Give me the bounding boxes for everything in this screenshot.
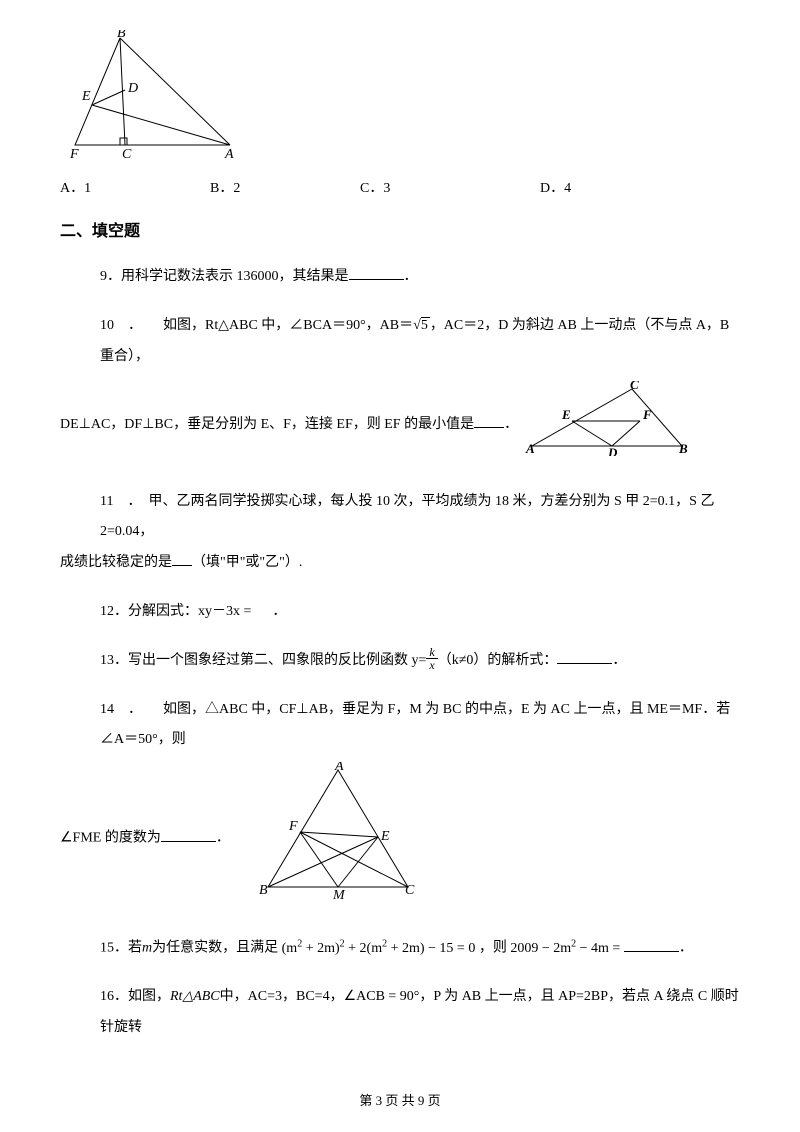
q16-angle: ∠ACB = 90° xyxy=(344,989,420,1004)
choice-b: B．2 xyxy=(210,178,360,200)
q11-blank xyxy=(172,552,192,566)
q13-blank xyxy=(557,650,612,664)
figure-q10: A B C D E F xyxy=(522,381,692,469)
q9-before: ．用科学记数法表示 136000，其结果是 xyxy=(107,269,349,284)
svg-text:M: M xyxy=(332,888,346,902)
footer-after: 页 xyxy=(424,1093,440,1108)
q13-frac: kx xyxy=(426,646,437,671)
question-13: 13．写出一个图象经过第二、四象限的反比例函数 y=kx（k≠0）的解析式： ． xyxy=(100,646,740,677)
svg-text:C: C xyxy=(405,883,415,898)
question-9: 9．用科学记数法表示 136000，其结果是 ． xyxy=(100,262,740,293)
q16-before: ．如图， xyxy=(114,989,170,1004)
q15-num: 15 xyxy=(100,941,114,956)
q15-blank xyxy=(624,938,679,952)
q15-mid1: 为任意实数，且满足 xyxy=(152,941,278,956)
figure-q14: A B C E F M xyxy=(253,762,423,915)
section-heading-fill-blank: 二、填空题 xyxy=(60,219,740,245)
q10-sqrt: 5 xyxy=(413,311,430,342)
q14-blank xyxy=(161,828,216,842)
svg-text:D: D xyxy=(607,445,618,456)
q9-num: 9 xyxy=(100,269,107,284)
q10-blank xyxy=(474,414,504,428)
choice-a: A．1 xyxy=(60,178,210,200)
q13-after: ． xyxy=(612,653,626,668)
question-14: 14 ． 如图，△ABC 中，CF⊥AB，垂足为 F，M 为 BC 的中点，E … xyxy=(100,695,740,915)
q11-num: 11 xyxy=(100,494,113,509)
q11-line2-after: （填"甲"或"乙"）. xyxy=(192,555,302,570)
q15-before: ．若 xyxy=(114,941,142,956)
label-F: F xyxy=(70,147,79,160)
choice-c: C．3 xyxy=(360,178,540,200)
q12-num: 12 xyxy=(100,604,114,619)
svg-text:E: E xyxy=(561,407,571,422)
q14-line1: ． 如图，△ABC 中，CF⊥AB，垂足为 F，M 为 BC 的中点，E 为 A… xyxy=(100,702,730,748)
q15-mid2: ，则 xyxy=(479,941,507,956)
q13-mid: （k≠0）的解析式： xyxy=(438,653,558,668)
q15-expr2: 2009 − 2m2 − 4m = xyxy=(510,941,620,956)
question-11: 11 ． 甲、乙两名同学投掷实心球，每人投 10 次，平均成绩为 18 米，方差… xyxy=(100,487,740,579)
choice-d: D．4 xyxy=(540,178,640,200)
q9-blank xyxy=(349,266,404,280)
svg-text:E: E xyxy=(380,829,390,844)
q10-line2-after: ． xyxy=(504,417,518,432)
q14-line2-before: ∠FME 的度数为 xyxy=(60,831,161,846)
svg-text:C: C xyxy=(630,381,639,392)
q10-line2-before: DE⊥AC，DF⊥BC，垂足分别为 E、F，连接 EF，则 EF 的最小值是 xyxy=(60,417,474,432)
question-15: 15．若m为任意实数，且满足 (m2 + 2m)2 + 2(m2 + 2m) −… xyxy=(100,933,740,964)
svg-text:B: B xyxy=(678,441,688,456)
q13-num: 13 xyxy=(100,653,114,668)
q16-num: 16 xyxy=(100,989,114,1004)
q16-mid1: 中，AC=3，BC=4， xyxy=(220,989,344,1004)
q13-before: ．写出一个图象经过第二、四象限的反比例函数 y= xyxy=(114,653,426,668)
page-footer: 第 3 页 共 9 页 xyxy=(0,1091,800,1112)
svg-text:F: F xyxy=(288,819,298,834)
label-C: C xyxy=(122,147,132,160)
q11-line1: ． 甲、乙两名同学投掷实心球，每人投 10 次，平均成绩为 18 米，方差分别为… xyxy=(100,494,714,540)
question-16: 16．如图，Rt△ABC中，AC=3，BC=4，∠ACB = 90°，P 为 A… xyxy=(100,982,740,1044)
figure-q8: B E D F C A xyxy=(70,30,740,168)
q14-num: 14 xyxy=(100,702,114,717)
label-B: B xyxy=(117,30,126,41)
q16-rt: Rt△ABC xyxy=(170,989,220,1004)
answer-choices: A．1 B．2 C．3 D．4 xyxy=(60,178,740,200)
label-A: A xyxy=(224,147,234,160)
svg-text:A: A xyxy=(525,441,535,456)
q12-after: ． xyxy=(272,604,286,619)
svg-text:A: A xyxy=(334,762,344,774)
q9-after: ． xyxy=(404,269,418,284)
q15-after: ． xyxy=(679,941,693,956)
label-E: E xyxy=(81,89,91,104)
footer-mid: 页 共 xyxy=(382,1093,418,1108)
svg-text:B: B xyxy=(259,883,268,898)
q10-part1: ． 如图，Rt△ABC 中，∠BCA＝90°，AB＝ xyxy=(114,318,413,333)
label-D: D xyxy=(127,81,138,96)
q10-num: 10 xyxy=(100,318,114,333)
question-10: 10 ． 如图，Rt△ABC 中，∠BCA＝90°，AB＝5，AC＝2，D 为斜… xyxy=(100,311,740,468)
q11-line2-before: 成绩比较稳定的是 xyxy=(60,555,172,570)
q12-expr: xy－3x = xyxy=(198,604,251,619)
q15-m: m xyxy=(142,941,152,956)
q12-before: ．分解因式： xyxy=(114,604,198,619)
svg-text:F: F xyxy=(642,407,652,422)
q15-expr1: (m2 + 2m)2 + 2(m2 + 2m) − 15 = 0 xyxy=(282,941,476,956)
footer-before: 第 xyxy=(359,1093,375,1108)
q14-line2-after: ． xyxy=(216,831,230,846)
question-12: 12．分解因式：xy－3x = ． xyxy=(100,597,740,628)
